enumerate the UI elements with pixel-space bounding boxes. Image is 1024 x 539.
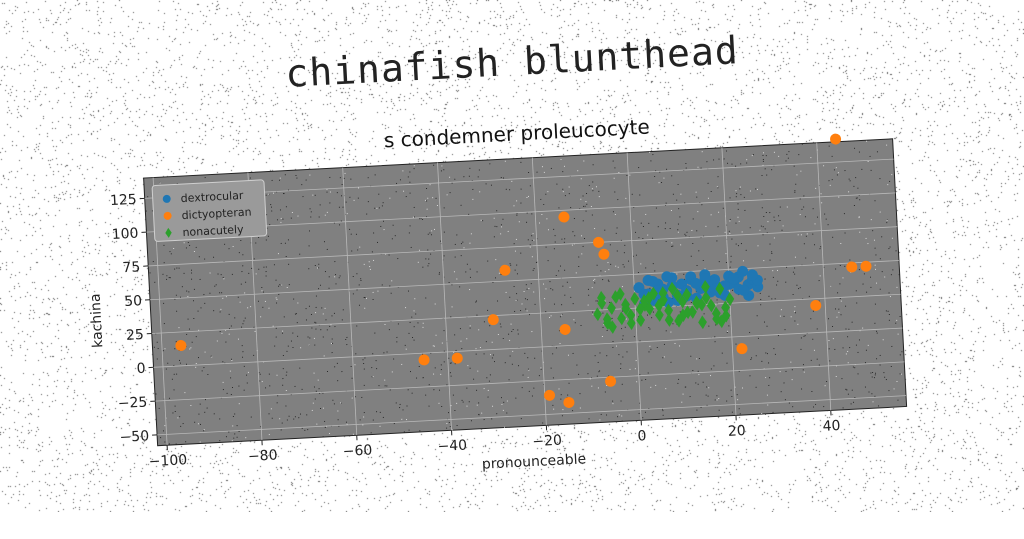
x-tick-label: −40 (437, 438, 467, 456)
y-tick-label: −25 (117, 395, 147, 413)
x-tick-label: −60 (342, 442, 372, 460)
chart-title: s condemner proleucocyte (383, 115, 650, 153)
y-tick-label: 100 (111, 226, 139, 243)
x-axis-label: pronounceable (481, 451, 586, 472)
x-tick-label: 0 (637, 428, 647, 444)
y-tick-label: 0 (136, 361, 146, 377)
y-axis-label: kachina (88, 293, 107, 348)
x-tick-label: −20 (532, 433, 562, 451)
x-tick-label: −100 (148, 452, 187, 470)
y-tick-label: 50 (124, 293, 143, 310)
y-tick-label: 75 (122, 259, 141, 276)
y-tick-label: 25 (126, 327, 145, 344)
x-tick-label: 20 (727, 423, 746, 440)
x-tick-label: 40 (822, 418, 841, 435)
y-tick-label: 125 (110, 192, 138, 209)
x-tick-label: −80 (248, 447, 278, 465)
y-tick-label: −50 (119, 428, 149, 446)
